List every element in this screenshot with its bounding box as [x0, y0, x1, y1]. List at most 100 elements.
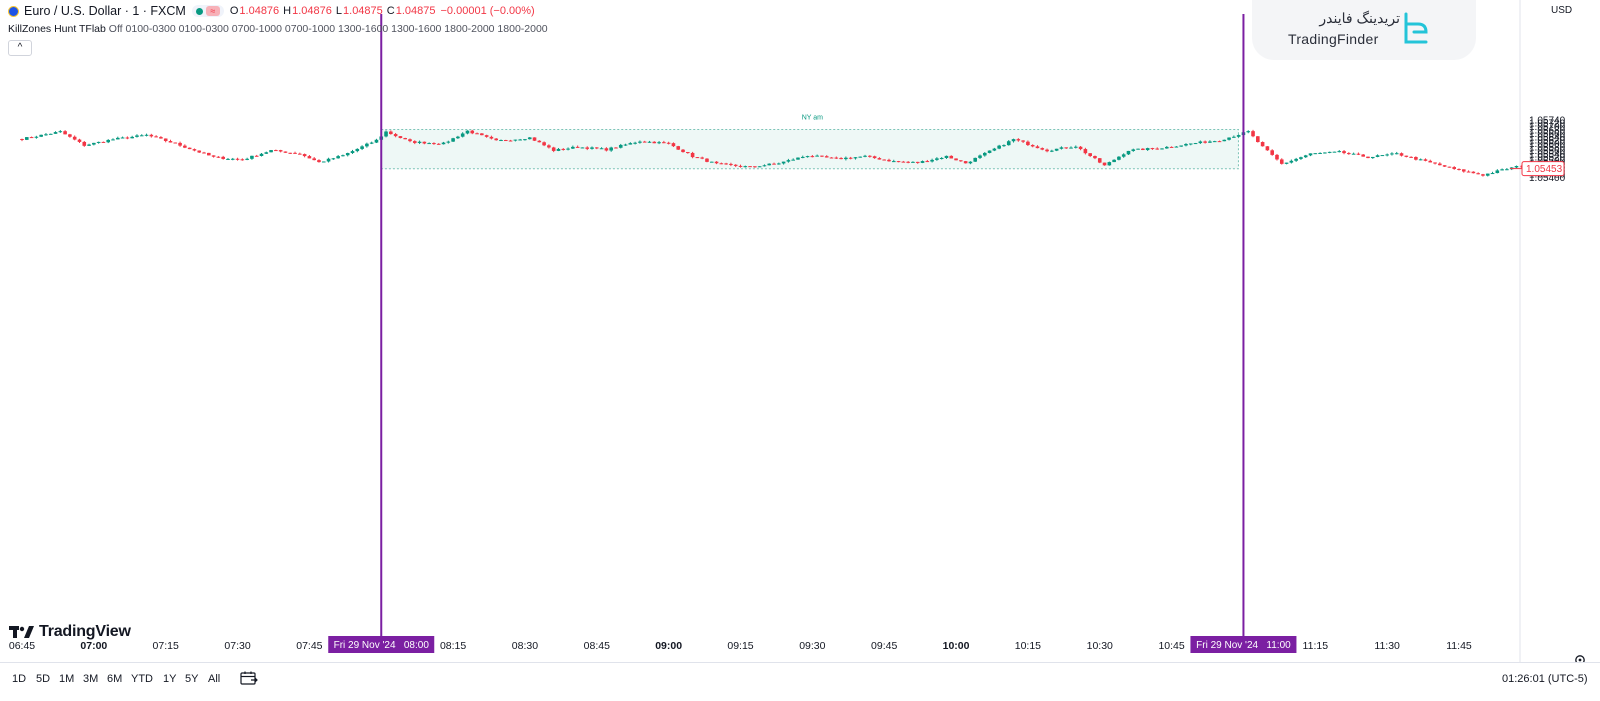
candle-body: [1265, 146, 1270, 151]
candle: [518, 138, 522, 141]
candle-body: [1347, 153, 1351, 155]
candle: [350, 149, 355, 154]
candle: [216, 156, 221, 158]
candle: [293, 151, 297, 154]
candle-body: [537, 140, 542, 143]
candle: [1370, 156, 1375, 159]
candle-body: [1145, 148, 1150, 151]
candle-body: [159, 137, 163, 139]
range-all-button[interactable]: All: [208, 673, 221, 685]
price-chart[interactable]: NY am 1.057401.057201.057001.056801.0566…: [0, 0, 1600, 662]
candle: [317, 159, 321, 163]
candle-body: [1466, 171, 1471, 173]
candle: [178, 141, 182, 147]
candle-body: [1074, 146, 1078, 148]
candle-body: [1260, 142, 1265, 147]
candle-body: [130, 136, 134, 139]
candle-body: [733, 164, 738, 166]
price-tick-label: 1.05660: [1529, 129, 1566, 140]
calendar-goto-icon[interactable]: [240, 671, 258, 685]
candle-body: [753, 166, 757, 168]
tradingview-logo[interactable]: TradingView: [9, 623, 131, 641]
time-axis[interactable]: 06:45 07:00 07:15 07:30 07:45 08:15 08:30 08:45…: [9, 636, 1472, 653]
candle-body: [973, 157, 978, 162]
clock-timezone[interactable]: 01:26:01 (UTC-5): [1502, 673, 1588, 685]
candle: [312, 157, 316, 161]
candle: [341, 154, 345, 157]
brand-watermark: تریدینگ فایندر TradingFinder: [1252, 0, 1476, 60]
symbol-title[interactable]: Euro / U.S. Dollar · 1 · FXCM: [24, 4, 186, 18]
candle: [666, 141, 671, 145]
price-tick-label: 1.05560: [1529, 146, 1566, 157]
candle-body: [403, 138, 407, 140]
candle: [307, 154, 312, 159]
range-3m-button[interactable]: 3M: [83, 673, 99, 685]
candle: [1251, 129, 1255, 138]
range-5y-button[interactable]: 5Y: [185, 673, 199, 685]
range-1y-button[interactable]: 1Y: [163, 673, 177, 685]
candles-layer: [20, 129, 1528, 177]
candle: [331, 157, 336, 160]
candle: [1375, 154, 1380, 158]
candle-body: [575, 146, 580, 148]
candle: [1155, 147, 1160, 150]
candle: [987, 150, 992, 154]
candle-body: [657, 142, 661, 144]
candle: [1461, 169, 1466, 173]
candle-body: [116, 137, 120, 140]
candle: [1198, 140, 1203, 145]
indicator-name[interactable]: KillZones Hunt TFlab: [8, 23, 106, 35]
candle-body: [465, 130, 470, 134]
collapse-legend-button[interactable]: ^: [8, 40, 32, 56]
candle-body: [326, 158, 331, 162]
candle: [777, 162, 781, 165]
candle: [571, 145, 575, 150]
range-ytd-button[interactable]: YTD: [131, 673, 153, 685]
candle: [29, 136, 34, 139]
candle-body: [230, 158, 235, 160]
candle: [393, 132, 398, 138]
candle-body: [1026, 141, 1030, 146]
currency-label[interactable]: USD: [1549, 4, 1575, 17]
candle-body: [772, 163, 776, 165]
candle: [1442, 165, 1447, 167]
candle: [1035, 145, 1040, 149]
candle-body: [422, 141, 427, 144]
candle-body: [1361, 154, 1365, 157]
candle: [475, 132, 479, 135]
candle-body: [1294, 158, 1298, 161]
candle-body: [1323, 152, 1327, 154]
candle: [623, 143, 628, 146]
candle: [614, 147, 618, 149]
candle: [753, 166, 757, 168]
candle: [1514, 165, 1519, 169]
candle: [1481, 173, 1485, 177]
candle: [489, 135, 494, 140]
candle-body: [1390, 153, 1394, 155]
candle: [858, 156, 863, 158]
candle-body: [662, 142, 666, 144]
candle-body: [959, 160, 963, 162]
candle: [906, 161, 910, 164]
range-5d-button[interactable]: 5D: [36, 673, 51, 685]
candle-body: [207, 152, 211, 156]
market-status-pill[interactable]: ≈: [191, 5, 224, 17]
candle: [959, 160, 963, 162]
range-6m-button[interactable]: 6M: [107, 673, 123, 685]
session-box: [380, 128, 1239, 170]
candle-body: [1093, 156, 1097, 159]
indicator-legend[interactable]: KillZones Hunt TFlab Off 0100-0300 0100-…: [8, 23, 548, 35]
candle: [1332, 151, 1337, 153]
candle: [1265, 146, 1270, 151]
range-1m-button[interactable]: 1M: [59, 673, 75, 685]
tradingfinder-logo-icon: [1404, 12, 1428, 44]
candle-body: [163, 138, 168, 142]
candle: [163, 138, 168, 143]
candle-body: [1394, 153, 1399, 155]
candle: [499, 139, 503, 142]
candle: [302, 153, 307, 158]
candle-body: [432, 143, 436, 145]
range-1d-button[interactable]: 1D: [12, 673, 27, 685]
candle: [441, 141, 446, 145]
candle: [1246, 130, 1251, 134]
